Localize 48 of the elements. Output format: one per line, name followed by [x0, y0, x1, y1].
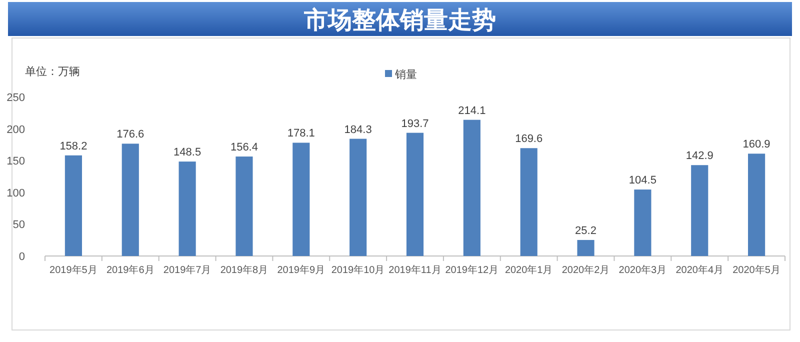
chart-title: 市场整体销量走势	[303, 7, 496, 34]
y-tick-label: 250	[6, 92, 25, 104]
x-tick-label: 2019年7月	[163, 264, 212, 276]
bar	[748, 154, 766, 256]
bar	[634, 190, 652, 256]
bar	[64, 155, 82, 256]
data-label: 104.5	[628, 174, 656, 187]
x-tick-label: 2019年8月	[220, 264, 268, 276]
x-tick-label: 2019年5月	[50, 264, 98, 276]
data-label: 142.9	[686, 150, 714, 162]
x-tick-label: 2019年10月	[331, 264, 385, 276]
y-tick-label: 200	[6, 124, 25, 136]
x-tick-label: 2019年12月	[445, 264, 499, 276]
x-tick-label: 2020年5月	[732, 264, 780, 276]
data-label: 184.3	[344, 124, 372, 136]
legend-label: 销量	[394, 69, 417, 81]
data-label: 158.2	[60, 140, 88, 152]
bar	[350, 138, 367, 256]
bar	[178, 162, 196, 256]
x-tick-label: 2019年6月	[106, 264, 154, 276]
data-label: 160.9	[742, 138, 770, 151]
y-tick-label: 50	[12, 219, 25, 232]
bar	[292, 142, 310, 256]
x-tick-label: 2020年2月	[562, 264, 610, 276]
data-label: 178.1	[287, 128, 315, 140]
data-label: 193.7	[401, 118, 429, 130]
bar	[463, 120, 480, 256]
x-tick-label: 2020年3月	[618, 264, 667, 276]
x-tick-label: 2019年9月	[277, 264, 326, 276]
data-label: 169.6	[515, 133, 543, 146]
data-label: 176.6	[116, 128, 144, 141]
data-label: 214.1	[458, 104, 486, 117]
x-tick-label: 2019年11月	[388, 264, 442, 276]
y-tick-label: 0	[18, 251, 25, 263]
y-tick-label: 100	[6, 187, 25, 200]
bar	[236, 156, 253, 256]
data-label: 148.5	[174, 146, 202, 159]
bar	[520, 148, 538, 256]
bar	[691, 165, 708, 256]
bar	[406, 132, 424, 256]
y-axis-title: 单位：万辆	[25, 65, 80, 78]
data-label: 25.2	[575, 224, 596, 237]
bar	[577, 240, 594, 256]
data-label: 156.4	[230, 142, 258, 154]
x-tick-label: 2020年1月	[504, 264, 553, 276]
x-tick-label: 2020年4月	[676, 264, 724, 276]
bar	[122, 144, 139, 256]
y-tick-label: 150	[6, 156, 25, 168]
